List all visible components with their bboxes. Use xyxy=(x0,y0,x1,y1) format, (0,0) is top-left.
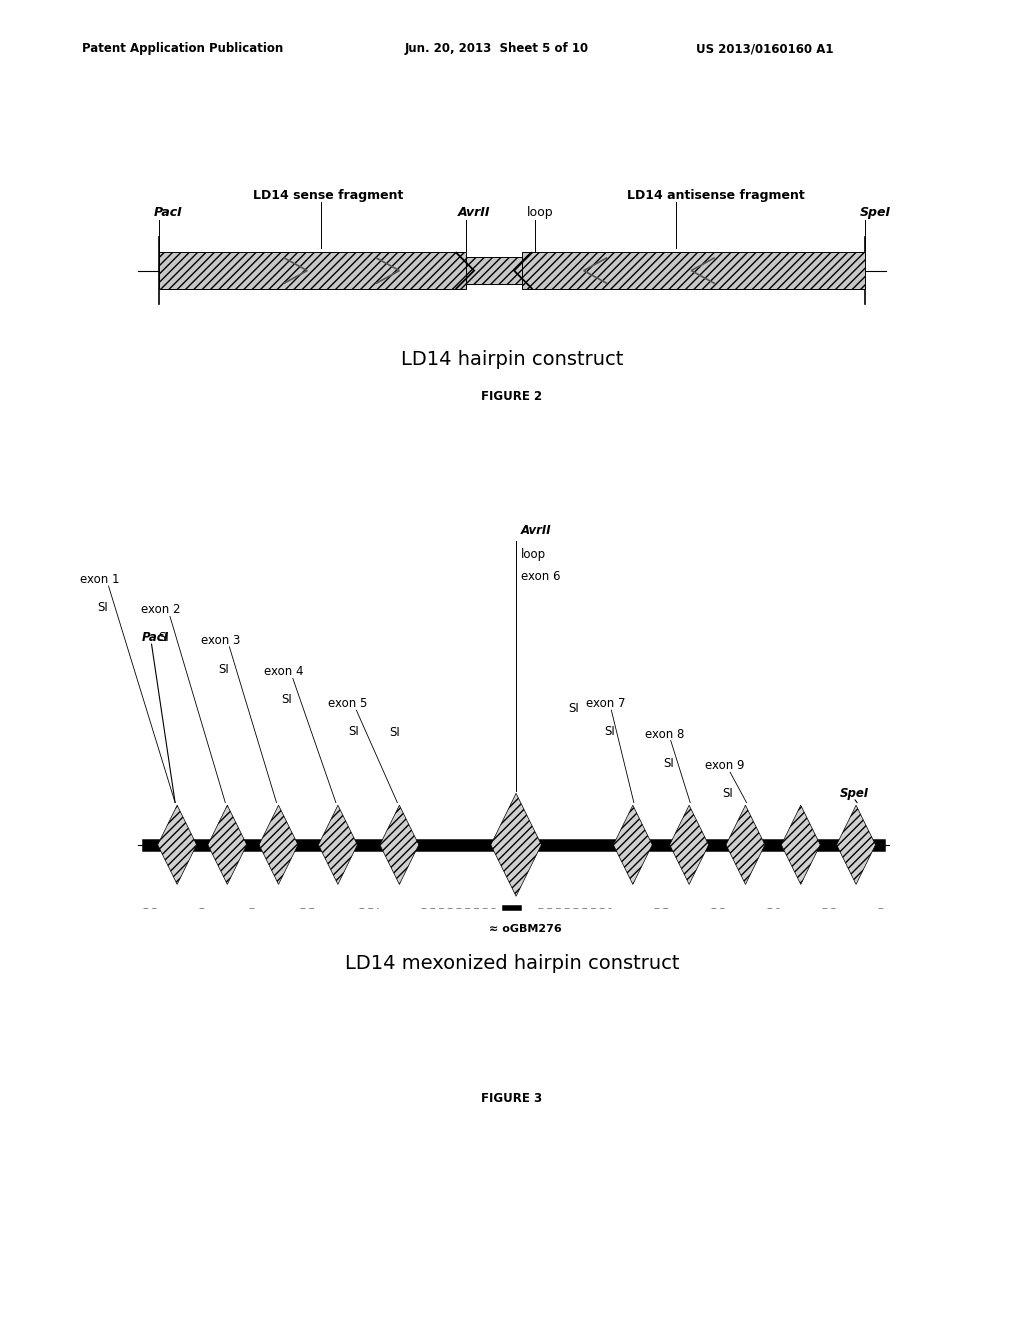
Polygon shape xyxy=(613,805,652,884)
Text: AvrII: AvrII xyxy=(458,206,490,219)
Text: SpeI: SpeI xyxy=(840,787,869,800)
Text: SI: SI xyxy=(282,693,292,706)
Text: exon 7: exon 7 xyxy=(586,697,626,710)
Text: exon 1: exon 1 xyxy=(80,573,120,586)
Text: exon 6: exon 6 xyxy=(521,570,561,583)
Text: LD14 mexonized hairpin construct: LD14 mexonized hairpin construct xyxy=(345,954,679,973)
Text: exon 2: exon 2 xyxy=(141,603,181,616)
Text: FIGURE 3: FIGURE 3 xyxy=(481,1092,543,1105)
Text: ≈ oGBM276: ≈ oGBM276 xyxy=(489,924,562,935)
Text: loop: loop xyxy=(521,548,547,561)
Bar xyxy=(159,252,466,289)
Polygon shape xyxy=(158,805,197,884)
Polygon shape xyxy=(490,793,542,896)
Text: SI: SI xyxy=(604,725,614,738)
Text: FIGURE 2: FIGURE 2 xyxy=(481,389,543,403)
Polygon shape xyxy=(726,805,765,884)
Text: SI: SI xyxy=(97,601,108,614)
Polygon shape xyxy=(670,805,709,884)
Polygon shape xyxy=(318,805,357,884)
Bar xyxy=(522,252,865,289)
Text: SI: SI xyxy=(389,726,399,739)
Bar xyxy=(466,256,522,284)
Text: SI: SI xyxy=(159,631,169,644)
Text: SpeI: SpeI xyxy=(860,206,891,219)
Text: PacI: PacI xyxy=(154,206,182,219)
Text: Jun. 20, 2013  Sheet 5 of 10: Jun. 20, 2013 Sheet 5 of 10 xyxy=(404,42,589,55)
Text: AvrII: AvrII xyxy=(521,524,552,537)
Text: LD14 hairpin construct: LD14 hairpin construct xyxy=(400,350,624,368)
Text: US 2013/0160160 A1: US 2013/0160160 A1 xyxy=(696,42,834,55)
Text: exon 3: exon 3 xyxy=(201,634,240,647)
Polygon shape xyxy=(781,805,820,884)
Polygon shape xyxy=(208,805,247,884)
Text: PacI: PacI xyxy=(141,631,168,644)
Text: Patent Application Publication: Patent Application Publication xyxy=(82,42,284,55)
Text: SI: SI xyxy=(722,787,732,800)
Text: SI: SI xyxy=(568,702,579,715)
Text: LD14 antisense fragment: LD14 antisense fragment xyxy=(627,189,805,202)
Polygon shape xyxy=(380,805,419,884)
Text: exon 5: exon 5 xyxy=(328,697,367,710)
Text: exon 8: exon 8 xyxy=(645,727,684,741)
Text: exon 9: exon 9 xyxy=(705,759,744,772)
Text: SI: SI xyxy=(218,663,228,676)
Polygon shape xyxy=(259,805,298,884)
Text: LD14 sense fragment: LD14 sense fragment xyxy=(253,189,403,202)
Text: exon 4: exon 4 xyxy=(264,665,304,678)
Text: SI: SI xyxy=(348,725,358,738)
Text: loop: loop xyxy=(527,206,554,219)
Polygon shape xyxy=(837,805,876,884)
Text: SI: SI xyxy=(664,756,674,770)
